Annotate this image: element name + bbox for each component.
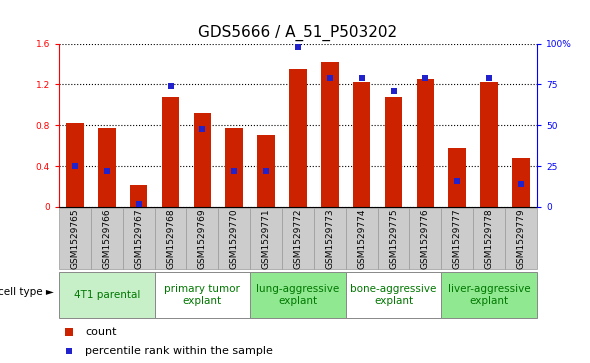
Bar [289,69,307,207]
Bar [321,62,339,207]
Bar [282,208,314,269]
Bar [353,82,371,207]
Bar [130,185,148,207]
Text: GSM1529765: GSM1529765 [70,208,80,269]
Bar [59,272,155,318]
Bar [441,208,473,269]
Text: GSM1529779: GSM1529779 [516,208,526,269]
Bar [480,82,498,207]
Bar [59,208,91,269]
Title: GDS5666 / A_51_P503202: GDS5666 / A_51_P503202 [198,25,398,41]
Text: GSM1529778: GSM1529778 [484,208,494,269]
Bar [162,97,179,207]
Bar [155,272,250,318]
Bar [378,208,409,269]
Text: count: count [86,327,117,337]
Text: GSM1529767: GSM1529767 [134,208,143,269]
Text: GSM1529773: GSM1529773 [325,208,335,269]
Bar [314,208,346,269]
Bar [225,128,243,207]
Bar [385,97,402,207]
Text: GSM1529776: GSM1529776 [421,208,430,269]
Text: GSM1529766: GSM1529766 [102,208,112,269]
Bar [346,208,378,269]
Bar [441,272,537,318]
Bar [346,272,441,318]
Text: GSM1529768: GSM1529768 [166,208,175,269]
Bar [409,208,441,269]
Text: lung-aggressive
explant: lung-aggressive explant [256,284,340,306]
Text: cell type ►: cell type ► [0,287,54,298]
Bar [218,208,250,269]
Bar [250,272,346,318]
Text: GSM1529769: GSM1529769 [198,208,207,269]
Text: GSM1529774: GSM1529774 [357,208,366,269]
Bar [186,208,218,269]
Text: GSM1529775: GSM1529775 [389,208,398,269]
Text: liver-aggressive
explant: liver-aggressive explant [448,284,530,306]
Text: 4T1 parental: 4T1 parental [74,290,140,300]
Bar [473,208,505,269]
Bar [66,123,84,207]
Bar [98,128,116,207]
Bar [257,135,275,207]
Text: primary tumor
explant: primary tumor explant [165,284,240,306]
Text: percentile rank within the sample: percentile rank within the sample [86,346,273,356]
Bar [512,158,530,207]
Bar [505,208,537,269]
Text: GSM1529777: GSM1529777 [453,208,462,269]
Bar [417,79,434,207]
Bar [194,113,211,207]
Text: bone-aggressive
explant: bone-aggressive explant [350,284,437,306]
Text: GSM1529772: GSM1529772 [293,208,303,269]
Text: GSM1529770: GSM1529770 [230,208,239,269]
Bar [91,208,123,269]
Bar [155,208,186,269]
Text: GSM1529771: GSM1529771 [261,208,271,269]
Bar [250,208,282,269]
Bar [123,208,155,269]
Bar [448,148,466,207]
